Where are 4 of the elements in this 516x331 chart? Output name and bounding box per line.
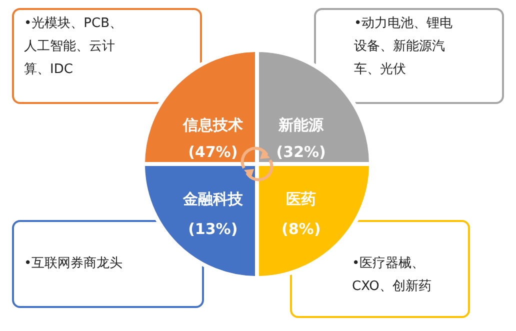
annotation: •光模块、PCB、人工智能、云计算、IDC xyxy=(24,15,124,79)
annotation: •互联网券商龙头 xyxy=(24,255,124,273)
annotation: •动力电池、锂电设备、新能源汽车、光伏 xyxy=(354,15,454,79)
annotation: •医疗器械、CXO、创新药 xyxy=(352,255,432,296)
